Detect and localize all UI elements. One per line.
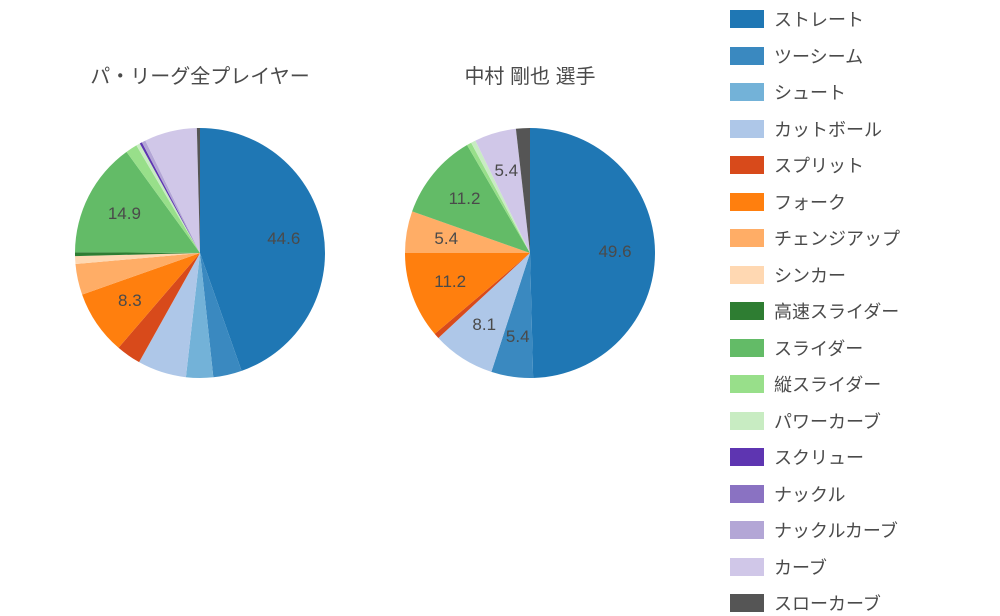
pie-chart-1: 中村 剛也 選手 49.6 5.4 8.1 11.2 5.4 11.2 5.4 [370,60,690,540]
legend-item: スクリュー [730,444,1000,470]
slice-label: 49.6 [598,242,631,262]
legend-swatch [730,412,764,430]
legend-swatch [730,302,764,320]
legend: ストレートツーシームシュートカットボールスプリットフォークチェンジアップシンカー… [720,0,1000,600]
legend-item: カーブ [730,554,1000,580]
legend-item: ツーシーム [730,43,1000,69]
legend-label: ツーシーム [774,43,863,69]
legend-item: チェンジアップ [730,225,1000,251]
legend-swatch [730,594,764,612]
slice-label: 11.2 [449,189,481,209]
legend-swatch [730,83,764,101]
chart-container: パ・リーグ全プレイヤー 44.6 8.3 14.9 中村 剛也 選手 49.6 5.4 8.1… [0,0,1000,600]
chart-title: 中村 剛也 選手 [464,60,595,89]
legend-item: ストレート [730,6,1000,32]
legend-label: ナックル [774,481,845,507]
legend-label: スクリュー [774,444,864,470]
slice-label: 44.6 [267,229,300,249]
legend-label: パワーカーブ [774,408,881,434]
legend-swatch [730,120,764,138]
legend-label: スローカーブ [774,590,881,616]
slice-label: 11.2 [434,272,466,292]
legend-item: スライダー [730,335,1000,361]
legend-item: ナックル [730,481,1000,507]
legend-swatch [730,375,764,393]
legend-label: カーブ [774,554,827,580]
legend-item: パワーカーブ [730,408,1000,434]
slice-label: 5.4 [506,327,530,347]
legend-item: フォーク [730,189,1000,215]
legend-label: 高速スライダー [774,298,899,324]
pie-wrap: 49.6 5.4 8.1 11.2 5.4 11.2 5.4 [390,113,670,393]
slice-label: 5.4 [434,229,458,249]
legend-item: ナックルカーブ [730,517,1000,543]
legend-item: シンカー [730,262,1000,288]
legend-label: ストレート [774,6,864,32]
legend-swatch [730,521,764,539]
slice-label: 14.9 [108,204,141,224]
legend-swatch [730,485,764,503]
legend-label: 縦スライダー [774,371,881,397]
legend-label: シュート [774,79,846,105]
pie-chart-0: パ・リーグ全プレイヤー 44.6 8.3 14.9 [40,60,360,540]
legend-label: フォーク [774,189,846,215]
legend-swatch [730,156,764,174]
chart-title: パ・リーグ全プレイヤー [90,60,309,89]
legend-swatch [730,10,764,28]
legend-swatch [730,448,764,466]
legend-swatch [730,558,764,576]
legend-item: 高速スライダー [730,298,1000,324]
slice-label: 5.4 [494,161,518,181]
legend-item: スローカーブ [730,590,1000,616]
legend-swatch [730,266,764,284]
slice-label: 8.3 [118,291,142,311]
pie-slice [530,128,655,378]
pie-charts-area: パ・リーグ全プレイヤー 44.6 8.3 14.9 中村 剛也 選手 49.6 5.4 8.1… [0,0,720,600]
legend-swatch [730,193,764,211]
legend-swatch [730,47,764,65]
legend-label: シンカー [774,262,846,288]
legend-label: スライダー [774,335,863,361]
legend-item: 縦スライダー [730,371,1000,397]
slice-label: 8.1 [472,315,496,335]
legend-label: カットボール [774,116,882,142]
legend-label: ナックルカーブ [774,517,898,543]
legend-item: カットボール [730,116,1000,142]
legend-item: スプリット [730,152,1000,178]
legend-swatch [730,229,764,247]
legend-swatch [730,339,764,357]
legend-label: スプリット [774,152,864,178]
legend-label: チェンジアップ [774,225,900,251]
pie-wrap: 44.6 8.3 14.9 [60,113,340,393]
legend-item: シュート [730,79,1000,105]
